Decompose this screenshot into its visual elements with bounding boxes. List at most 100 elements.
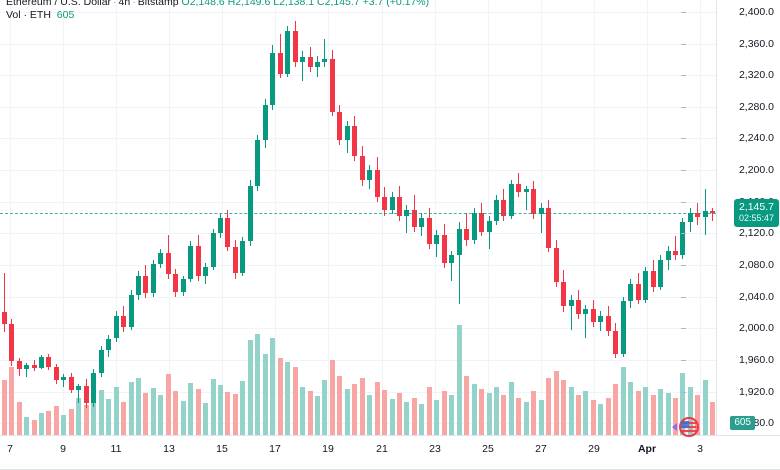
volume-bar — [61, 415, 66, 435]
candle-body — [390, 196, 395, 210]
candle-body — [419, 217, 424, 227]
time-tick-label: 29 — [588, 443, 600, 455]
candle-body — [46, 357, 51, 367]
change-value: +3.7 (+0.17%) — [362, 0, 430, 8]
legend-volume-row[interactable]: Vol · ETH 605 — [6, 9, 429, 21]
candle-body — [106, 338, 111, 351]
gridline — [328, 0, 329, 435]
price-scale[interactable]: 2,400.0 2,360.0 2,320.0 2,280.0 2,240.0 2,200… — [680, 0, 780, 435]
volume-bar — [472, 384, 477, 435]
candle-body — [412, 209, 417, 227]
candle-wick — [526, 185, 527, 210]
price-tick-dash — [680, 106, 686, 108]
candle-body — [129, 295, 134, 328]
candle-body — [636, 283, 641, 300]
gridline — [0, 107, 716, 108]
time-tick-label: 3 — [697, 443, 703, 455]
candle-body — [554, 247, 559, 283]
candle-body — [457, 228, 462, 256]
candle-body — [240, 241, 245, 273]
candle-body — [464, 228, 469, 240]
volume-bar — [263, 354, 268, 435]
volume-bar — [367, 395, 372, 435]
high-label: H — [227, 0, 236, 8]
gridline — [222, 0, 223, 435]
time-tick-label: 13 — [163, 443, 175, 455]
gridline — [0, 265, 716, 266]
open-value: 2,148.6 — [189, 0, 225, 8]
gridline — [0, 328, 716, 329]
symbol-name[interactable]: Ethereum / U.S. Dollar — [6, 0, 112, 8]
candle-body — [613, 331, 618, 354]
volume-bar — [293, 367, 298, 435]
candle-body — [69, 377, 74, 390]
volume-bar — [158, 395, 163, 435]
candle-body — [404, 209, 409, 216]
candle-body — [501, 200, 506, 216]
volume-bar — [233, 394, 238, 435]
volume-bar — [2, 380, 7, 435]
candle-body — [166, 253, 171, 275]
candle-body — [487, 220, 492, 232]
volume-bar — [375, 382, 380, 435]
volume-bar — [688, 387, 693, 435]
volume-bar — [464, 376, 469, 435]
candle-body — [285, 30, 290, 74]
volume-bar — [442, 391, 447, 435]
candle-body — [449, 255, 454, 264]
exchange-label[interactable]: Bitstamp — [137, 0, 179, 8]
volume-bar — [628, 382, 633, 435]
gridline — [63, 0, 64, 435]
volume-bar — [360, 378, 365, 435]
volume-bar — [300, 387, 305, 435]
candle-body — [621, 301, 626, 354]
legend-symbol-row[interactable]: Ethereum / U.S. Dollar · 4h · Bitstamp O2,14… — [6, 0, 429, 8]
close-label: C — [317, 0, 325, 8]
volume-bar — [516, 398, 521, 435]
volume-bar — [121, 402, 126, 435]
interval-label[interactable]: 4h — [118, 0, 131, 8]
volume-bar — [315, 396, 320, 435]
gridline — [0, 44, 716, 45]
candle-wick — [675, 236, 676, 261]
candle-wick — [4, 272, 5, 333]
time-scale[interactable]: 7 9 11 13 15 17 19 21 23 25 27 29 Apr 3 — [0, 435, 780, 470]
candle-wick — [459, 222, 460, 305]
candle-body — [293, 30, 298, 63]
volume-bar — [308, 391, 313, 435]
price-tick-dash — [680, 264, 686, 266]
candle-body — [434, 234, 439, 245]
chart-pane[interactable] — [0, 0, 716, 435]
volume-bar — [457, 325, 462, 435]
candle-wick — [302, 51, 303, 82]
candle-body — [99, 350, 104, 373]
price-tick-dash — [680, 201, 686, 203]
volume-bar — [569, 387, 574, 435]
volume-bar — [412, 398, 417, 435]
candle-body — [666, 250, 671, 261]
candle-body — [703, 211, 708, 218]
candle-body — [211, 233, 216, 267]
volume-bar — [84, 405, 89, 435]
gridline — [0, 233, 716, 234]
volume-bar — [509, 382, 514, 435]
candle-body — [524, 189, 529, 193]
volume-bar — [479, 389, 484, 435]
current-price-badge[interactable]: 2,145.7 02:55:47 — [734, 199, 778, 226]
candle-body — [583, 309, 588, 314]
candle-wick — [541, 203, 542, 234]
volume-bar — [76, 398, 81, 435]
time-tick-label: 7 — [7, 443, 13, 455]
gridline — [647, 0, 648, 435]
volume-value-badge[interactable]: 605 — [730, 416, 755, 431]
candle-body — [263, 105, 268, 140]
candle-body — [143, 276, 148, 294]
price-tick-label: 2,280.0 — [680, 101, 774, 113]
candle-body — [173, 274, 178, 292]
candle-body — [643, 271, 648, 300]
candle-wick — [78, 383, 79, 404]
candle-body — [61, 377, 66, 380]
price-tick-label: 1,960.0 — [680, 354, 774, 366]
volume-bar — [54, 406, 59, 435]
